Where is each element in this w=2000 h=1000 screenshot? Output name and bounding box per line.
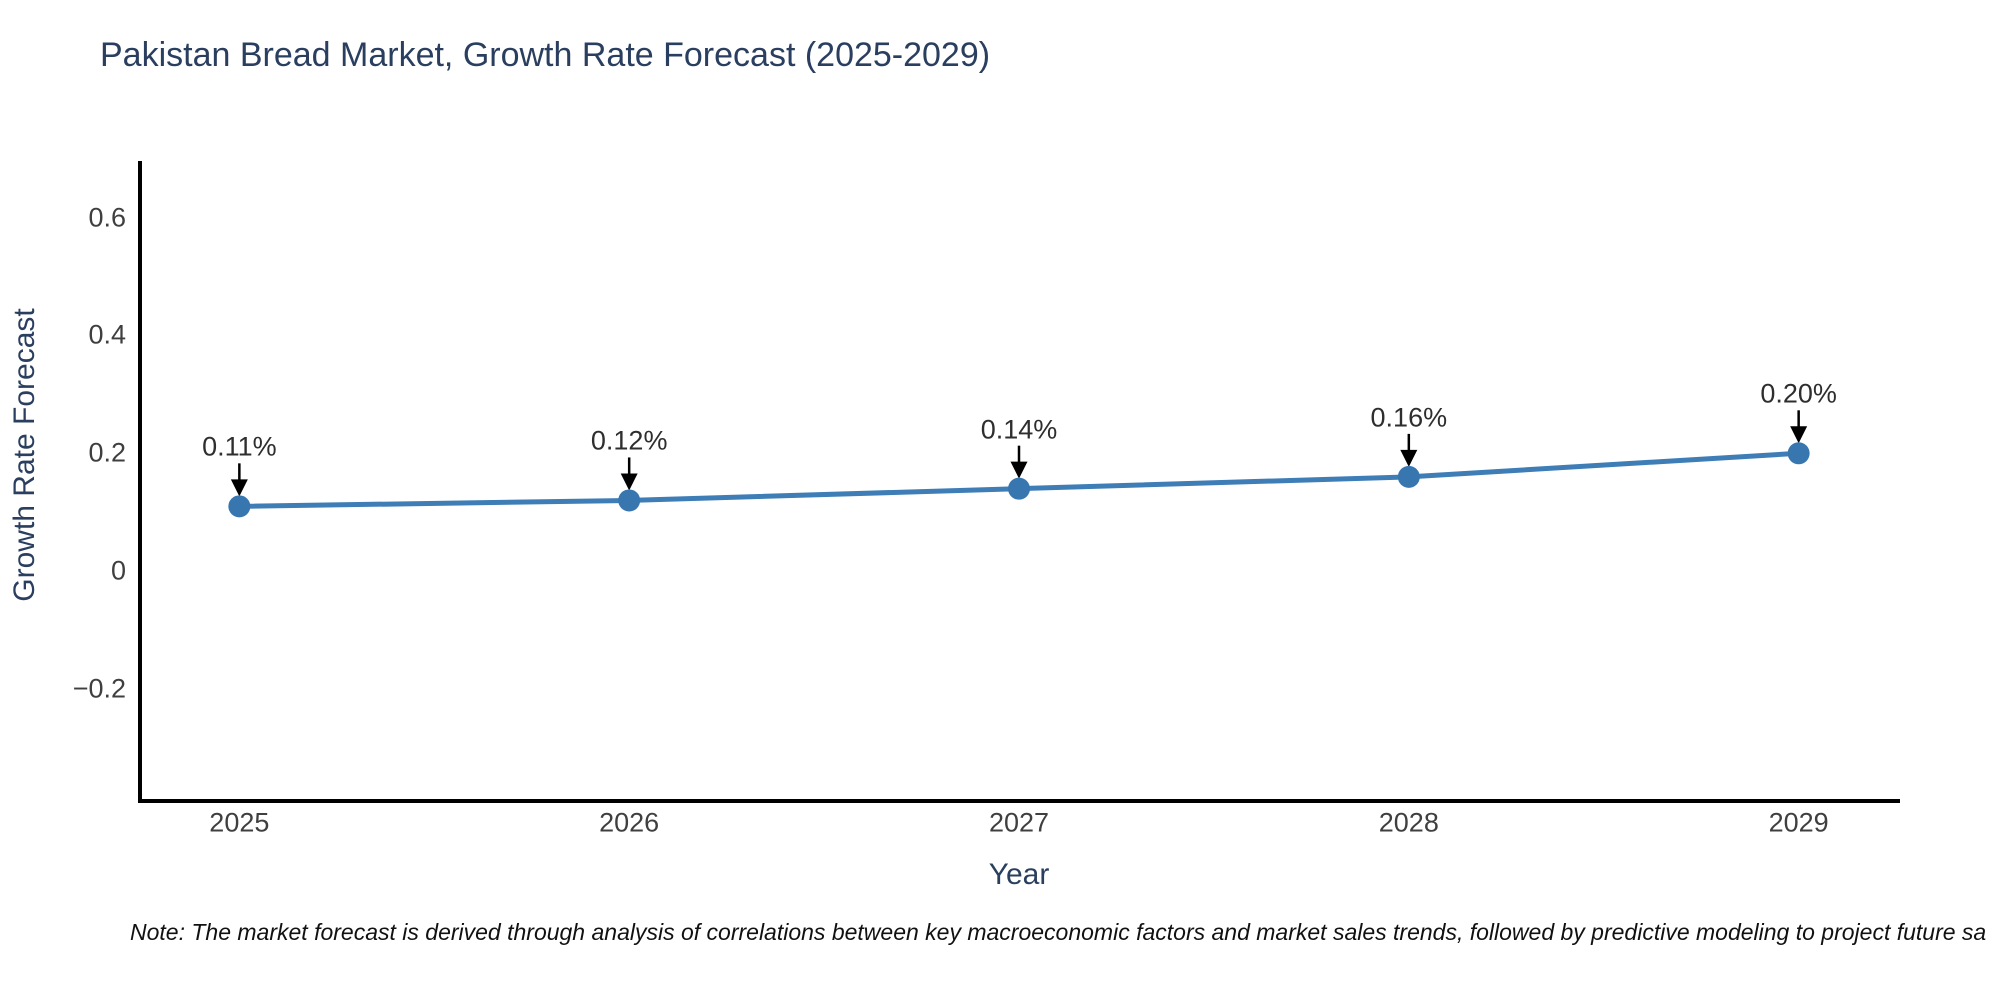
- y-tick-label: 0.4: [88, 319, 126, 350]
- point-annotation: 0.20%: [1760, 378, 1837, 409]
- annotation-arrow-head: [1790, 426, 1808, 444]
- point-annotation: 0.12%: [590, 425, 668, 456]
- x-tick-label: 2029: [1768, 807, 1829, 838]
- point-annotation: 0.11%: [202, 431, 277, 462]
- x-tick-label: 2025: [209, 807, 270, 838]
- y-tick-label: 0.6: [88, 202, 126, 233]
- y-axis-title: Growth Rate Forecast: [8, 308, 41, 602]
- annotation-arrow-head: [620, 473, 638, 491]
- data-point-marker: [1008, 477, 1030, 500]
- data-point-marker: [618, 489, 641, 512]
- point-annotation: 0.16%: [1370, 402, 1448, 433]
- x-tick-label: 2026: [599, 807, 660, 838]
- data-point-marker: [228, 495, 251, 518]
- annotation-arrow-head: [1010, 461, 1028, 479]
- annotation-arrow-head: [230, 479, 248, 497]
- x-axis-title: Year: [988, 858, 1050, 891]
- data-point-marker: [1787, 442, 1810, 465]
- y-tick-label: 0: [110, 555, 126, 586]
- y-tick-label: −0.2: [72, 673, 126, 704]
- chart-title: Pakistan Bread Market, Growth Rate Forec…: [100, 36, 991, 74]
- y-tick-label: 0.2: [88, 437, 126, 468]
- data-point-marker: [1397, 465, 1420, 488]
- footnote: Note: The market forecast is derived thr…: [130, 919, 1987, 945]
- x-tick-label: 2027: [988, 807, 1050, 838]
- annotation-arrow-head: [1400, 449, 1418, 467]
- point-annotation: 0.14%: [980, 414, 1058, 445]
- x-tick-label: 2028: [1378, 807, 1439, 838]
